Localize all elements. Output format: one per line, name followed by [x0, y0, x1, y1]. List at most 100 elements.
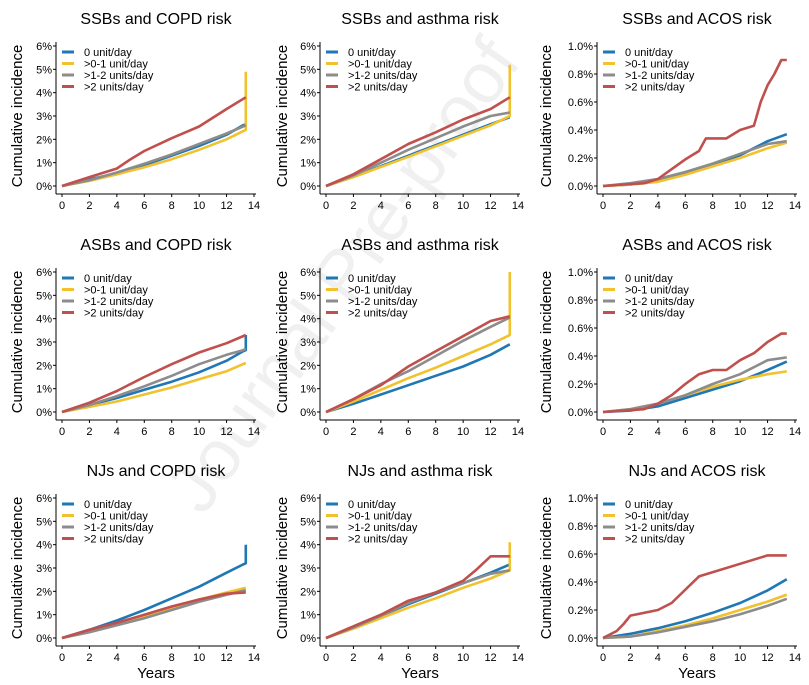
x-tick-label: 14 — [248, 426, 260, 438]
y-tick-label: 0.4% — [568, 125, 593, 137]
y-tick-label: 0% — [36, 181, 52, 193]
y-tick-label: 1% — [300, 610, 316, 622]
x-tick-label: 0 — [59, 200, 65, 212]
y-axis-label: Cumulative incidence — [538, 497, 555, 640]
series-line-0-unit-day — [325, 343, 511, 414]
legend-label: >1-2 units/day — [625, 522, 695, 534]
y-axis-label: Cumulative incidence — [538, 271, 555, 414]
legend-label: >2 units/day — [625, 308, 685, 320]
x-tick-label: 4 — [114, 426, 120, 438]
x-tick-label: 12 — [220, 426, 232, 438]
y-axis-label: Cumulative incidence — [9, 497, 26, 640]
y-tick-label: 0% — [300, 407, 316, 419]
chart-panel-asbs-and-copd-risk: ASBs and COPD risk Cumulative incidence 0%… — [9, 237, 260, 438]
y-tick-label: 0.0% — [568, 181, 593, 193]
x-tick-label: 6 — [682, 652, 688, 664]
x-tick-label: 2 — [350, 426, 356, 438]
y-tick-label: 0.0% — [568, 407, 593, 419]
x-tick-label: 8 — [710, 426, 716, 438]
x-tick-label: 4 — [114, 652, 120, 664]
y-tick-label: 4% — [36, 540, 52, 552]
chart-panel-njs-and-acos-risk: NJs and ACOS risk Cumulative incidence 0.0… — [538, 463, 801, 682]
x-tick-label: 8 — [433, 652, 439, 664]
legend-label: >1-2 units/day — [625, 296, 695, 308]
y-axis-label: Cumulative incidence — [274, 45, 291, 188]
legend-label: >1-2 units/day — [84, 522, 154, 534]
x-tick-label: 2 — [350, 652, 356, 664]
x-tick-label: 12 — [220, 652, 232, 664]
legend-label: >0-1 unit/day — [348, 285, 412, 297]
series-line-0-unit-day — [602, 578, 788, 640]
y-axis-label: Cumulative incidence — [9, 271, 26, 414]
legend-label: >1-2 units/day — [348, 522, 418, 534]
series-line-0-1-unit-day — [325, 272, 512, 414]
x-tick-label: 10 — [734, 200, 746, 212]
y-tick-label: 0% — [36, 407, 52, 419]
y-tick-label: 0.6% — [568, 323, 593, 335]
y-axis-label: Cumulative incidence — [274, 497, 291, 640]
x-tick-label: 6 — [141, 652, 147, 664]
y-tick-label: 1% — [36, 158, 52, 170]
x-tick-label: 10 — [457, 200, 469, 212]
legend-label: >2 units/day — [625, 82, 685, 94]
legend-label: >0-1 unit/day — [625, 511, 689, 523]
legend-label: >2 units/day — [348, 82, 408, 94]
legend-label: 0 unit/day — [625, 499, 673, 511]
x-tick-label: 10 — [734, 426, 746, 438]
x-tick-label: 6 — [405, 652, 411, 664]
x-tick-label: 8 — [710, 652, 716, 664]
chart-panel-njs-and-copd-risk: NJs and COPD risk Cumulative incidence 0% 1… — [9, 463, 260, 682]
legend-label: 0 unit/day — [625, 273, 673, 285]
y-tick-label: 1.0% — [568, 267, 593, 279]
y-tick-label: 4% — [300, 540, 316, 552]
y-tick-label: 2% — [300, 586, 316, 598]
series-line-1-2-units-day — [61, 347, 247, 414]
x-tick-label: 0 — [323, 652, 329, 664]
x-tick-label: 10 — [734, 652, 746, 664]
legend-label: >0-1 unit/day — [84, 511, 148, 523]
y-tick-label: 2% — [300, 360, 316, 372]
x-tick-label: 8 — [433, 426, 439, 438]
series-line-1-2-units-day — [61, 124, 247, 188]
x-tick-label: 14 — [789, 426, 801, 438]
y-tick-label: 0% — [300, 181, 316, 193]
y-tick-label: 0.6% — [568, 97, 593, 109]
y-tick-label: 3% — [300, 337, 316, 349]
x-tick-label: 0 — [323, 426, 329, 438]
x-tick-label: 0 — [323, 200, 329, 212]
series-line-0-1-unit-day — [325, 64, 512, 188]
series-line-2-units-day — [61, 96, 247, 188]
x-tick-label: 12 — [761, 426, 773, 438]
chart-panel-ssbs-and-acos-risk: SSBs and ACOS risk Cumulative incidence 0.… — [538, 11, 801, 212]
y-tick-label: 0.2% — [568, 153, 593, 165]
x-tick-label: 10 — [457, 652, 469, 664]
chart-panel-ssbs-and-asthma-risk: SSBs and asthma risk Cumulative incidence… — [274, 11, 524, 212]
y-axis-label: Cumulative incidence — [538, 45, 555, 188]
y-tick-label: 0.8% — [568, 69, 593, 81]
x-tick-label: 2 — [627, 652, 633, 664]
y-tick-label: 1% — [36, 610, 52, 622]
legend-label: >2 units/day — [84, 308, 144, 320]
y-tick-label: 6% — [36, 41, 52, 53]
y-tick-label: 5% — [36, 290, 52, 302]
x-tick-label: 10 — [193, 426, 205, 438]
series-line-0-1-unit-day — [602, 141, 788, 188]
y-tick-label: 4% — [300, 88, 316, 100]
x-tick-label: 14 — [512, 200, 524, 212]
x-tick-label: 4 — [378, 426, 384, 438]
series-line-0-1-unit-day — [61, 361, 247, 414]
y-tick-label: 1% — [300, 158, 316, 170]
y-tick-label: 0.2% — [568, 605, 593, 617]
y-tick-label: 0% — [300, 633, 316, 645]
x-tick-label: 0 — [59, 652, 65, 664]
y-tick-label: 2% — [36, 360, 52, 372]
chart-title: NJs and asthma risk — [348, 463, 494, 480]
y-tick-label: 4% — [36, 88, 52, 100]
series-line-1-2-units-day — [602, 597, 788, 640]
x-tick-label: 2 — [86, 426, 92, 438]
y-tick-label: 3% — [300, 111, 316, 123]
chart-title: ASBs and ACOS risk — [622, 237, 772, 254]
x-tick-label: 6 — [405, 426, 411, 438]
legend-label: 0 unit/day — [625, 47, 673, 59]
series-line-2-units-day — [325, 315, 511, 414]
